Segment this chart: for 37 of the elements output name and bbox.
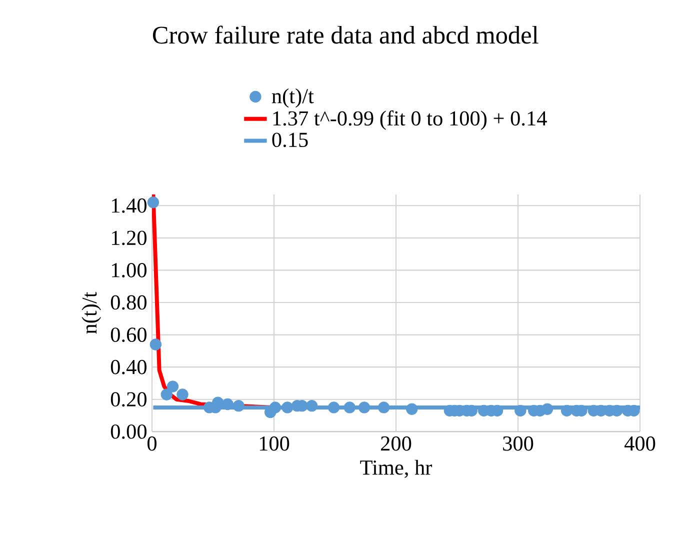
- point: [269, 402, 282, 414]
- point: [541, 403, 554, 415]
- point: [344, 402, 356, 414]
- point: [378, 402, 390, 414]
- x-tick-label: 100: [260, 436, 290, 451]
- point: [560, 404, 573, 417]
- point: [150, 338, 162, 350]
- point: [176, 388, 188, 400]
- point: [306, 400, 318, 412]
- x-tick-label: 400: [624, 436, 656, 451]
- y-tick-label: 0.40: [110, 360, 146, 374]
- point: [222, 398, 234, 410]
- point: [160, 388, 172, 400]
- chart-title: Crow failure rate data and abcd model: [152, 26, 538, 44]
- y-axis-title: n(t)/t: [82, 292, 101, 334]
- y-tick-label: 0.80: [110, 295, 146, 310]
- point: [282, 402, 294, 414]
- x-tick-label: 0: [148, 436, 156, 451]
- x-tick-label: 200: [381, 436, 412, 451]
- legend-label: n(t)/t: [272, 88, 314, 108]
- point: [232, 400, 244, 412]
- x-tick-label: 300: [503, 436, 534, 451]
- point: [328, 402, 340, 414]
- y-tick-label: 1.40: [112, 198, 146, 213]
- point: [166, 380, 179, 392]
- x-axis-title: Time, hr: [360, 460, 432, 478]
- y-tick-label: 0.60: [110, 328, 146, 342]
- point: [147, 196, 160, 208]
- point: [514, 404, 526, 417]
- point: [406, 403, 418, 415]
- y-tick-label: 1.20: [112, 230, 146, 246]
- y-tick-label: 1.00: [112, 263, 146, 278]
- y-tick-label: 0.00: [110, 424, 146, 439]
- legend-label: 0.15: [272, 132, 308, 148]
- point: [358, 402, 370, 414]
- legend-label: 1.37 t^-0.99 (fit 0 to 100) + 0.14: [273, 110, 547, 130]
- y-tick-label: 0.20: [110, 392, 146, 407]
